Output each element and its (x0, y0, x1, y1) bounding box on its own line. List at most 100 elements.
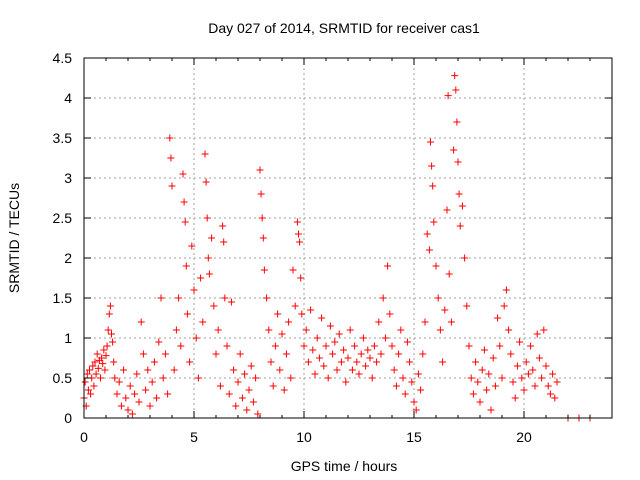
data-point (128, 410, 136, 418)
data-point (220, 238, 228, 246)
data-point (355, 370, 363, 378)
data-point (307, 306, 315, 314)
data-point (333, 366, 341, 374)
y-tick-label: 1 (64, 330, 72, 346)
grid-lines (84, 58, 612, 418)
data-point (258, 214, 266, 222)
y-tick-label: 2.5 (53, 210, 73, 226)
data-point (489, 354, 497, 362)
data-point (436, 326, 444, 334)
data-point (439, 358, 447, 366)
data-point (179, 170, 187, 178)
scatter-points (80, 72, 594, 422)
data-point (221, 294, 229, 302)
data-point (386, 310, 394, 318)
data-point (518, 374, 526, 382)
data-point (401, 390, 409, 398)
x-tick-label: 5 (190, 429, 198, 445)
data-point (337, 358, 345, 366)
data-point (496, 342, 504, 350)
data-point (487, 406, 495, 414)
data-point (467, 374, 475, 382)
data-point (100, 346, 108, 354)
data-point (186, 358, 194, 366)
data-point (434, 294, 442, 302)
data-point (259, 234, 267, 242)
data-point (227, 298, 235, 306)
data-point (348, 366, 356, 374)
data-point (544, 382, 552, 390)
data-point (180, 198, 188, 206)
data-point (172, 326, 180, 334)
x-tick-label: 15 (406, 429, 422, 445)
data-point (293, 218, 301, 226)
data-point (472, 358, 480, 366)
data-point (359, 334, 367, 342)
data-point (280, 386, 288, 394)
y-tick-label: 3.5 (53, 130, 73, 146)
data-point (408, 378, 416, 386)
data-point (529, 366, 537, 374)
data-point (353, 358, 361, 366)
data-point (236, 350, 244, 358)
data-point (282, 350, 290, 358)
data-point (175, 294, 183, 302)
data-point (421, 318, 429, 326)
data-point (263, 294, 271, 302)
data-point (324, 374, 332, 382)
data-point (166, 134, 174, 142)
data-point (243, 406, 251, 414)
data-point (538, 374, 546, 382)
data-point (377, 350, 385, 358)
data-point (335, 330, 343, 338)
x-tick-label: 20 (516, 429, 532, 445)
data-point (419, 350, 427, 358)
data-point (90, 382, 98, 390)
data-point (168, 182, 176, 190)
data-point (441, 306, 449, 314)
data-point (344, 354, 352, 362)
data-point (133, 370, 141, 378)
data-point (98, 354, 106, 362)
data-point (276, 366, 284, 374)
data-point (139, 350, 147, 358)
data-point (511, 394, 519, 402)
data-point (199, 318, 207, 326)
data-point (197, 274, 205, 282)
data-point (326, 322, 334, 330)
data-point (115, 378, 123, 386)
data-point (109, 338, 117, 346)
data-point (291, 302, 299, 310)
data-point (447, 318, 455, 326)
data-point (188, 242, 196, 250)
data-point (223, 342, 231, 350)
data-point (137, 318, 145, 326)
data-point (296, 238, 304, 246)
data-point (454, 158, 462, 166)
data-point (208, 234, 216, 242)
data-point (553, 378, 561, 386)
data-point (381, 334, 389, 342)
data-point (297, 274, 305, 282)
data-point (212, 350, 220, 358)
data-point (104, 326, 112, 334)
data-point (271, 342, 279, 350)
data-point (483, 386, 491, 394)
data-point (320, 362, 328, 370)
data-point (190, 286, 198, 294)
data-point (194, 374, 202, 382)
data-point (167, 154, 175, 162)
data-point (94, 364, 102, 372)
data-point (106, 302, 114, 310)
data-point (219, 222, 227, 230)
data-point (456, 222, 464, 230)
data-point (384, 262, 392, 270)
data-point (289, 266, 297, 274)
data-point (370, 342, 378, 350)
data-point (549, 370, 557, 378)
data-point (234, 378, 242, 386)
data-point (287, 374, 295, 382)
data-point (429, 182, 437, 190)
data-point (238, 394, 246, 402)
